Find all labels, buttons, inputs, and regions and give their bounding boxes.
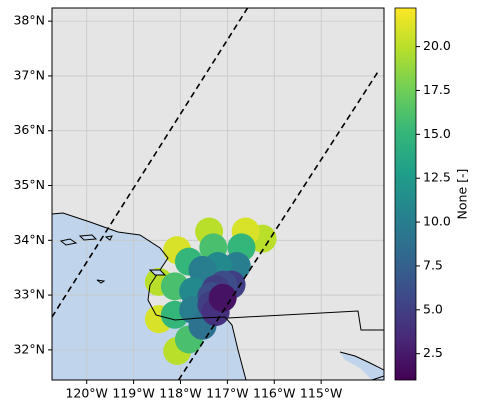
y-tick-label: 37°N [13, 67, 45, 82]
y-tick-label: 32°N [13, 341, 45, 356]
x-tick-label: 116°W [253, 386, 295, 401]
y-tick-label: 35°N [13, 177, 45, 192]
x-tick-label: 117°W [206, 386, 248, 401]
y-tick-label: 38°N [13, 13, 45, 28]
islands [59, 234, 167, 284]
x-tick-label: 115°W [300, 386, 342, 401]
map-layers [52, 8, 384, 380]
colorbar-tick-label: 10.0 [423, 214, 451, 229]
axes-frame [51, 7, 385, 381]
colorbar-tick-label: 20.0 [423, 38, 451, 53]
colorbar-tick-label: 17.5 [423, 82, 451, 97]
y-tick-label: 36°N [13, 122, 45, 137]
swath-edge [177, 70, 380, 380]
swath-edges [52, 8, 380, 380]
gulf-coast [339, 351, 384, 380]
colorbar-tick-label: 5.0 [423, 301, 443, 316]
colorbar-tick-label: 15.0 [423, 126, 451, 141]
gulf [340, 352, 384, 380]
colorbar-tick-label: 7.5 [423, 257, 443, 272]
x-tick-label: 119°W [112, 386, 154, 401]
colorbar [394, 7, 417, 381]
data-point [208, 283, 237, 312]
colorbar-label: None [-] [455, 169, 470, 220]
border [227, 310, 384, 331]
colorbar-tick-label: 12.5 [423, 170, 451, 185]
y-tick-label: 34°N [13, 232, 45, 247]
points [144, 217, 277, 365]
swath-edge [52, 8, 249, 318]
colorbar-tick-label: 2.5 [423, 345, 443, 360]
y-tick-label: 33°N [13, 287, 45, 302]
x-tick-label: 118°W [159, 386, 201, 401]
ticks: 120°W 119°W 118°W 117°W 116°W 115°W 32°N 33°N 34… [13, 13, 450, 401]
x-tick-label: 120°W [65, 386, 107, 401]
